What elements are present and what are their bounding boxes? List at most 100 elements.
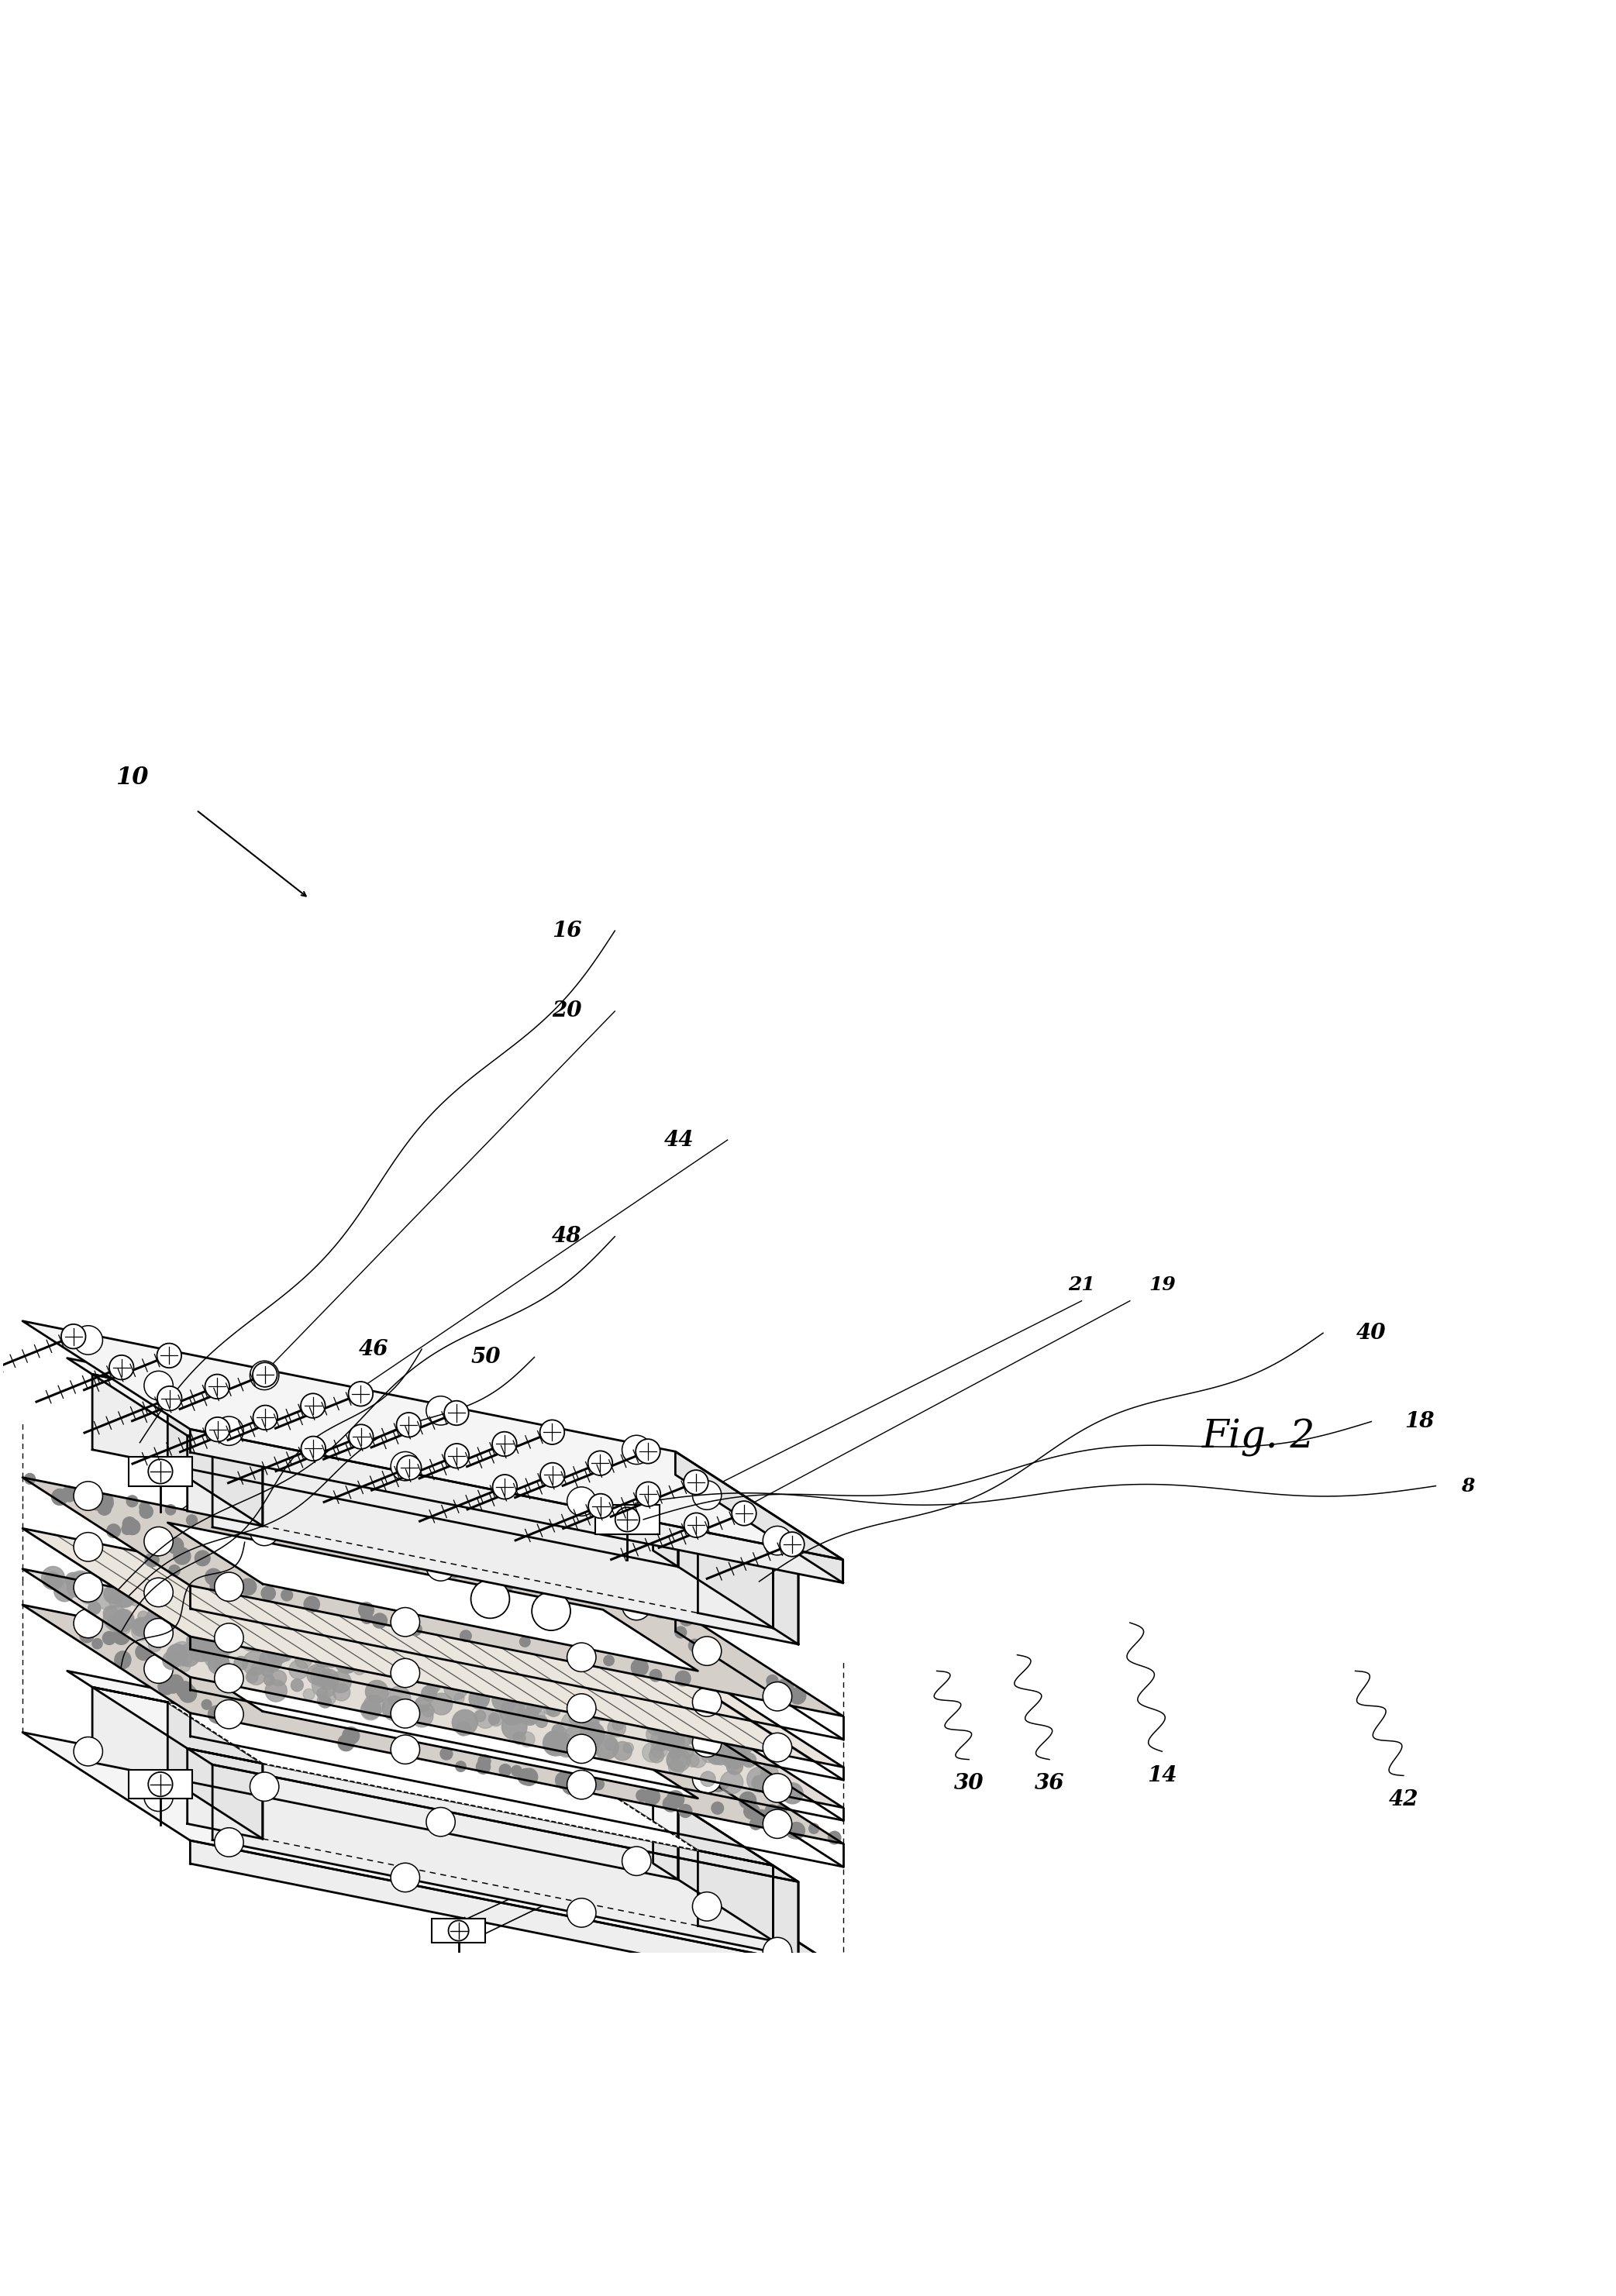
Circle shape (335, 1651, 359, 1674)
Circle shape (63, 1488, 76, 1502)
Circle shape (78, 1495, 90, 1506)
Circle shape (113, 1628, 129, 1644)
Circle shape (205, 1568, 221, 1584)
Circle shape (553, 1582, 569, 1600)
Circle shape (478, 1759, 490, 1770)
Circle shape (420, 1644, 431, 1655)
Circle shape (179, 1685, 197, 1701)
Circle shape (178, 1644, 200, 1667)
Circle shape (514, 1731, 525, 1745)
Circle shape (250, 1518, 280, 1545)
Circle shape (559, 1738, 577, 1756)
Circle shape (296, 1651, 312, 1669)
Circle shape (212, 1619, 234, 1639)
Circle shape (763, 1938, 792, 1965)
Circle shape (556, 1773, 572, 1789)
Circle shape (730, 1733, 753, 1756)
Polygon shape (212, 1451, 798, 1644)
Circle shape (478, 1754, 491, 1768)
Circle shape (742, 1752, 756, 1768)
Polygon shape (212, 1766, 798, 1956)
Circle shape (588, 1738, 600, 1750)
Circle shape (103, 1605, 118, 1621)
Circle shape (265, 1681, 288, 1701)
Circle shape (78, 1582, 100, 1603)
Circle shape (175, 1603, 187, 1614)
Circle shape (69, 1570, 92, 1593)
Circle shape (624, 1699, 645, 1722)
Circle shape (246, 1671, 259, 1683)
Circle shape (160, 1665, 170, 1674)
Text: 44: 44 (664, 1130, 695, 1150)
Circle shape (247, 1667, 265, 1685)
Circle shape (357, 1671, 370, 1685)
Circle shape (566, 1690, 577, 1699)
Text: 30: 30 (953, 1773, 984, 1793)
Circle shape (553, 1724, 564, 1736)
Circle shape (659, 1724, 682, 1747)
Circle shape (709, 1736, 734, 1759)
Circle shape (228, 1649, 239, 1660)
Circle shape (604, 1655, 614, 1665)
Circle shape (335, 1669, 344, 1681)
Circle shape (478, 1694, 491, 1706)
Circle shape (250, 1568, 280, 1596)
Text: 12: 12 (664, 1846, 695, 1867)
Circle shape (637, 1713, 653, 1729)
Circle shape (622, 1846, 651, 1876)
Circle shape (622, 1683, 651, 1711)
Circle shape (682, 1745, 693, 1759)
Circle shape (66, 1573, 81, 1587)
Circle shape (194, 1630, 220, 1655)
Circle shape (166, 1644, 187, 1665)
Circle shape (362, 1699, 381, 1720)
Circle shape (250, 1644, 280, 1674)
Circle shape (622, 1591, 651, 1621)
Circle shape (612, 1743, 632, 1761)
Circle shape (409, 1678, 427, 1697)
Circle shape (646, 1727, 663, 1743)
Circle shape (152, 1623, 168, 1639)
Circle shape (499, 1699, 525, 1724)
Circle shape (385, 1678, 401, 1694)
Circle shape (281, 1589, 292, 1600)
Circle shape (120, 1623, 131, 1635)
Circle shape (144, 1577, 173, 1607)
Circle shape (110, 1355, 134, 1380)
Circle shape (440, 1665, 456, 1681)
Circle shape (763, 1809, 792, 1839)
Circle shape (310, 1665, 331, 1688)
Circle shape (708, 1747, 726, 1763)
Circle shape (152, 1593, 171, 1614)
Circle shape (425, 1683, 438, 1697)
Circle shape (108, 1593, 123, 1607)
Circle shape (567, 1644, 596, 1671)
Circle shape (142, 1616, 155, 1630)
Circle shape (268, 1651, 281, 1662)
Circle shape (288, 1637, 299, 1649)
Circle shape (391, 1862, 420, 1892)
Circle shape (398, 1456, 422, 1481)
Circle shape (667, 1750, 687, 1770)
Polygon shape (68, 1671, 679, 1805)
Polygon shape (191, 1428, 844, 1582)
Circle shape (427, 1678, 456, 1708)
Circle shape (591, 1683, 609, 1699)
Circle shape (739, 1791, 756, 1809)
Polygon shape (191, 1841, 844, 1995)
Text: 21: 21 (1068, 1277, 1096, 1295)
Circle shape (747, 1768, 772, 1793)
Circle shape (81, 1626, 90, 1635)
Circle shape (448, 1919, 469, 1940)
Circle shape (588, 1451, 612, 1476)
Circle shape (170, 1642, 194, 1667)
Circle shape (208, 1706, 225, 1722)
Circle shape (278, 1646, 291, 1658)
Circle shape (688, 1727, 709, 1747)
Circle shape (217, 1603, 239, 1626)
Polygon shape (92, 1688, 263, 1763)
Circle shape (760, 1773, 771, 1784)
Polygon shape (23, 1731, 844, 1970)
Circle shape (580, 1722, 604, 1747)
Circle shape (789, 1823, 805, 1839)
